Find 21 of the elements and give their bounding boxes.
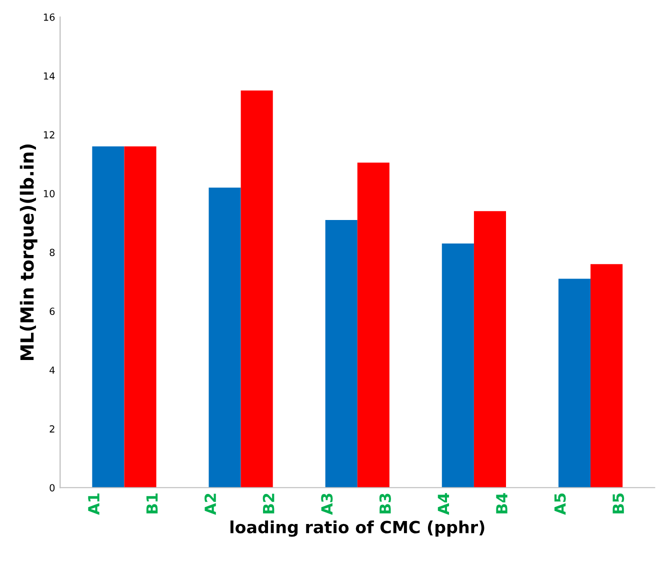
x-tick-label: B1 (146, 494, 158, 514)
y-tick-label: 8 (50, 248, 55, 256)
x-tick-label: A3 (321, 494, 333, 515)
x-tick-label: A4 (438, 493, 450, 515)
x-tick-label: A5 (554, 494, 566, 515)
x-tick-label: A1 (88, 494, 100, 515)
y-tick-label: 2 (50, 425, 54, 432)
y-tick-label: 12 (44, 131, 54, 138)
y-tick-label: 10 (44, 190, 55, 198)
x-tick-label: B3 (379, 494, 391, 514)
y-tick-label: 0 (50, 484, 55, 492)
x-tick-label: B5 (612, 494, 624, 514)
y-tick-label: 6 (50, 308, 55, 315)
x-axis-title: loading ratio of CMC (pphr) (230, 520, 484, 537)
x-tick-label: B2 (262, 494, 274, 514)
y-tick-label: 4 (50, 366, 55, 374)
y-axis-title: ML(Min torque)(lb.in) (20, 144, 38, 360)
x-tick-label: B4 (496, 493, 508, 514)
x-tick-label: A2 (204, 494, 216, 515)
y-tick-label: 16 (44, 13, 55, 21)
y-tick-label: 14 (44, 72, 55, 80)
